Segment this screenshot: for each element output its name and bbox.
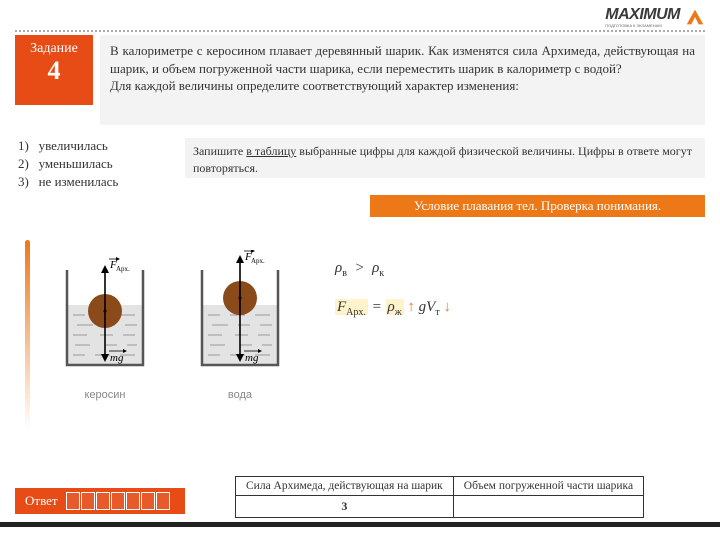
instruction-box: Запишите в таблицу выбранные цифры для к…: [185, 138, 705, 178]
answer-badge: Ответ: [15, 488, 185, 514]
beaker-right-label: вода: [190, 389, 290, 401]
ans-val1[interactable]: 3: [236, 496, 454, 518]
beaker-water: F Арх. mg вода: [190, 250, 290, 390]
ans-val2[interactable]: [453, 496, 643, 518]
topic-bar: Условие плавания тел. Проверка понимания…: [370, 195, 705, 217]
option-3: 3) не изменилась: [18, 174, 168, 190]
ans-col1: Сила Архимеда, действующая на шарик: [236, 477, 454, 496]
divider-top: [15, 30, 705, 32]
svg-text:Арх.: Арх.: [116, 265, 130, 273]
accent-bar: [25, 240, 30, 430]
brand-name: MAXIMUM: [605, 6, 680, 23]
svg-text:Арх.: Арх.: [251, 257, 265, 265]
answer-label: Ответ: [25, 493, 58, 509]
task-number: 4: [15, 57, 93, 86]
svg-text:mg: mg: [245, 352, 259, 364]
problem-p2: Для каждой величины определите соответст…: [110, 77, 695, 95]
answer-cells[interactable]: [66, 492, 170, 510]
footer-line: [0, 522, 720, 527]
options-list: 1) увеличилась 2) уменьшилась 3) не изме…: [18, 138, 168, 192]
formula-block: ρв > ρк FАрх. = ρж ↑ gVт ↓: [335, 253, 451, 323]
beaker-left-label: керосин: [55, 389, 155, 401]
formula-density: ρв > ρк: [335, 253, 451, 284]
answer-table: Сила Архимеда, действующая на шарик Объе…: [235, 476, 644, 518]
ans-col2: Объем погруженной части шарика: [453, 477, 643, 496]
brand-icon: [684, 6, 706, 28]
option-2: 2) уменьшилась: [18, 156, 168, 172]
problem-p1: В калориметре с керосином плавает деревя…: [110, 42, 695, 77]
problem-text: В калориметре с керосином плавает деревя…: [100, 35, 705, 125]
svg-text:mg: mg: [110, 352, 124, 364]
task-badge: Задание 4: [15, 35, 93, 105]
task-label: Задание: [15, 41, 93, 57]
brand-sub: ПОДГОТОВКА К ЭКЗАМЕНАМ: [605, 24, 680, 28]
formula-archimedes: FАрх. = ρж ↑ gVт ↓: [335, 292, 451, 323]
option-1: 1) увеличилась: [18, 138, 168, 154]
beaker-kerosene: F Арх. mg керосин: [55, 250, 155, 390]
